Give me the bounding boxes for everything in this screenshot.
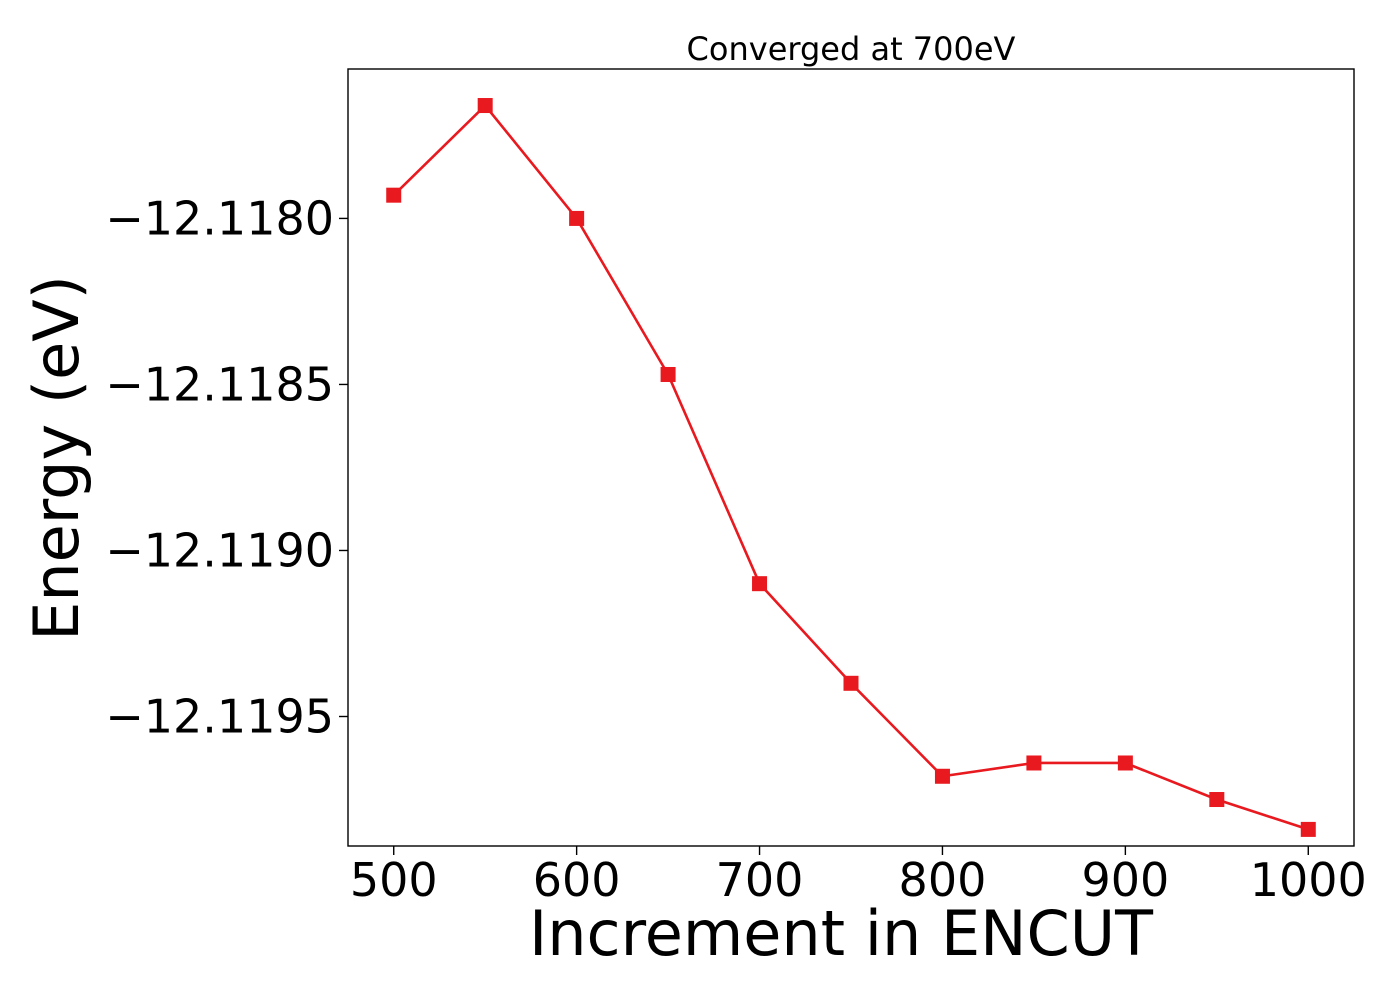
series-layer — [386, 98, 1316, 837]
x-tick-label: 600 — [533, 853, 621, 907]
chart-title: Converged at 700eV — [687, 30, 1016, 68]
y-axis: −12.1180 −12.1185 −12.1190 −12.1195 — [105, 191, 348, 744]
data-point — [1300, 821, 1316, 837]
y-tick-label: −12.1190 — [105, 523, 334, 577]
x-axis: 500 600 700 800 900 1000 — [350, 846, 1367, 907]
x-tick-label: 800 — [899, 853, 987, 907]
x-tick-label: 500 — [350, 853, 438, 907]
data-point — [477, 98, 493, 114]
x-axis-label: Increment in ENCUT — [529, 897, 1154, 970]
data-point — [843, 675, 859, 691]
data-point — [1117, 755, 1133, 771]
data-point — [569, 210, 585, 226]
x-tick-label: 700 — [716, 853, 804, 907]
data-point — [1209, 792, 1225, 808]
data-point — [386, 187, 402, 203]
data-point — [934, 768, 950, 784]
series-line — [392, 104, 1309, 831]
data-point — [752, 576, 768, 592]
plot-frame — [347, 68, 1355, 847]
x-tick-label: 900 — [1081, 853, 1169, 907]
y-axis-label: Energy (eV) — [20, 275, 93, 641]
data-point — [660, 366, 676, 382]
y-tick-label: −12.1180 — [105, 191, 334, 245]
y-tick-label: −12.1195 — [105, 690, 334, 744]
data-point — [1026, 755, 1042, 771]
y-tick-label: −12.1185 — [105, 357, 334, 411]
x-tick-label: 1000 — [1250, 853, 1367, 907]
